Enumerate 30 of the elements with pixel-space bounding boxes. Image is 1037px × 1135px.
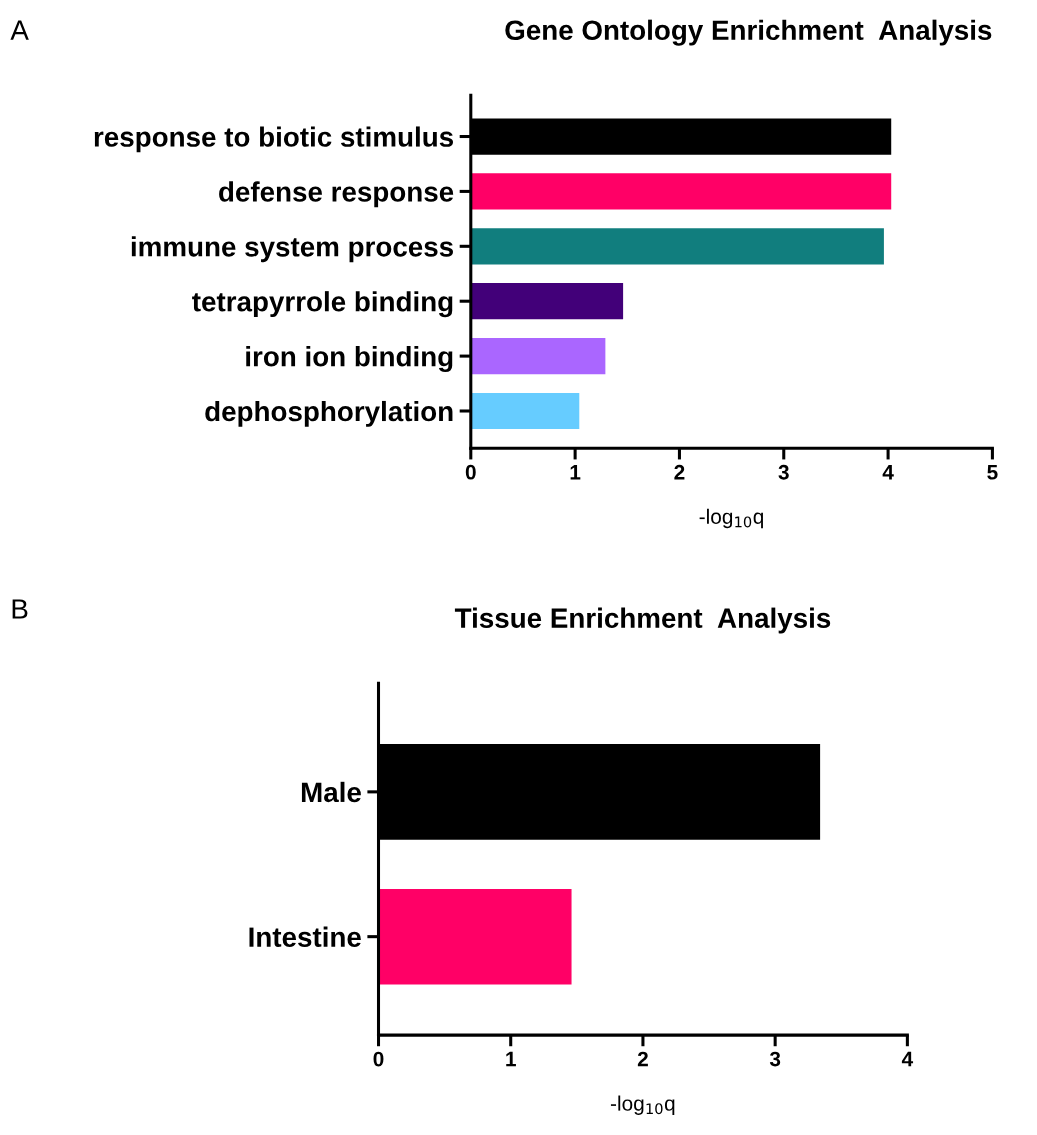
y-tick-label: Male (301, 781, 361, 803)
y-tick-label: immune system process (131, 236, 454, 263)
text: B (12, 599, 28, 619)
bar (470, 228, 884, 265)
y-tick-label: iron ion binding (246, 346, 453, 373)
text: A (10, 20, 29, 40)
x-tick-label: 5 (987, 465, 998, 480)
x-tick-label: 3 (778, 464, 789, 480)
bar (470, 392, 580, 430)
x-axis-title: -log$_{10}$q (610, 1095, 675, 1115)
y-tick-label: response to biotic stimulus (94, 126, 454, 153)
x-axis-title: -log$_{10}$q (699, 508, 764, 529)
y-tick-label: tetrapyrrole binding (192, 291, 453, 318)
x-tick-label: 1 (570, 465, 581, 480)
bar (470, 283, 624, 320)
x-tick-label: 4 (901, 1051, 914, 1067)
chart-title: Gene Ontology Enrichment Analysis (505, 19, 992, 46)
x-tick-label: 2 (637, 1051, 648, 1067)
x-tick-label: 4 (882, 465, 894, 480)
x-tick-label: 2 (674, 464, 685, 480)
x-tick-label: 3 (769, 1051, 781, 1067)
bar (470, 173, 892, 210)
chart-title: Tissue Enrichment Analysis (454, 607, 831, 634)
y-tick-label: Intestine (249, 926, 361, 947)
y-tick-label: defense response (219, 181, 454, 208)
x-tick-label: 0 (465, 464, 476, 480)
x-tick-label: 0 (373, 1051, 384, 1067)
x-tick-label: 1 (506, 1051, 516, 1067)
bar (470, 337, 606, 375)
y-tick-label: dephosphorylation (205, 400, 453, 427)
